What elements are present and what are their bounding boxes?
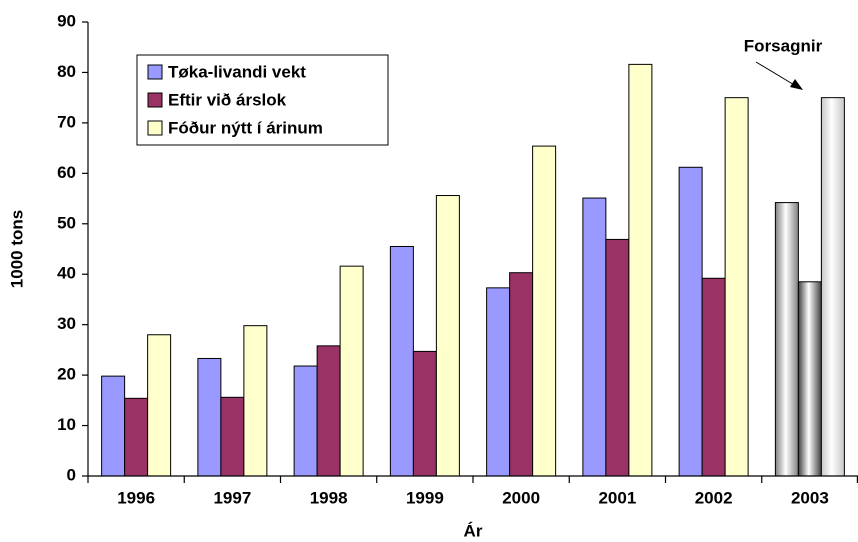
bar bbox=[628, 63, 653, 477]
legend-swatch bbox=[147, 92, 163, 108]
bar bbox=[820, 97, 845, 477]
x-tick-label: 2002 bbox=[695, 488, 733, 507]
x-tick-label: 1999 bbox=[406, 488, 444, 507]
bar bbox=[435, 195, 460, 477]
legend-swatch bbox=[147, 64, 163, 80]
y-tick-label: 60 bbox=[57, 163, 76, 182]
legend-label: Tøka-livandi vekt bbox=[168, 62, 306, 81]
annotation-arrow bbox=[755, 61, 797, 87]
bar bbox=[532, 145, 557, 477]
legend-label: Eftir við árslok bbox=[168, 90, 287, 109]
bar bbox=[774, 202, 799, 477]
bar bbox=[147, 334, 172, 477]
bar bbox=[124, 397, 149, 477]
legend-label: Fóður nýtt í árinum bbox=[168, 118, 323, 137]
y-tick-label: 20 bbox=[57, 365, 76, 384]
x-tick-label: 1996 bbox=[117, 488, 155, 507]
annotation: Forsagnir bbox=[744, 36, 823, 55]
y-tick-label: 10 bbox=[57, 415, 76, 434]
y-tick-label: 90 bbox=[57, 11, 76, 30]
y-tick-label: 0 bbox=[67, 465, 76, 484]
bar bbox=[412, 350, 437, 477]
bar bbox=[316, 345, 341, 477]
bar bbox=[582, 197, 607, 477]
bar bbox=[220, 396, 245, 477]
bar bbox=[486, 287, 511, 477]
bar bbox=[605, 238, 630, 477]
y-tick-label: 70 bbox=[57, 112, 76, 131]
y-axis-label: 1000 tons bbox=[7, 210, 26, 288]
bar bbox=[293, 365, 318, 477]
arrow-head bbox=[790, 79, 803, 90]
y-tick-label: 40 bbox=[57, 264, 76, 283]
bar bbox=[339, 265, 364, 477]
x-axis-label: Ár bbox=[464, 521, 483, 540]
x-tick-label: 2001 bbox=[598, 488, 636, 507]
y-tick-label: 80 bbox=[57, 62, 76, 81]
bar bbox=[797, 281, 822, 477]
bar bbox=[101, 375, 126, 477]
x-tick-label: 2003 bbox=[791, 488, 829, 507]
y-tick-label: 50 bbox=[57, 213, 76, 232]
x-tick-label: 1997 bbox=[213, 488, 251, 507]
bar bbox=[243, 325, 268, 477]
bar bbox=[389, 245, 414, 477]
y-tick-label: 30 bbox=[57, 314, 76, 333]
legend bbox=[136, 54, 389, 146]
bar bbox=[724, 97, 749, 477]
bar bbox=[197, 357, 222, 477]
x-tick-label: 1998 bbox=[310, 488, 348, 507]
legend-swatch bbox=[147, 120, 163, 136]
bar bbox=[678, 166, 703, 477]
bar bbox=[509, 272, 534, 477]
x-tick-label: 2000 bbox=[502, 488, 540, 507]
bar bbox=[701, 277, 726, 477]
